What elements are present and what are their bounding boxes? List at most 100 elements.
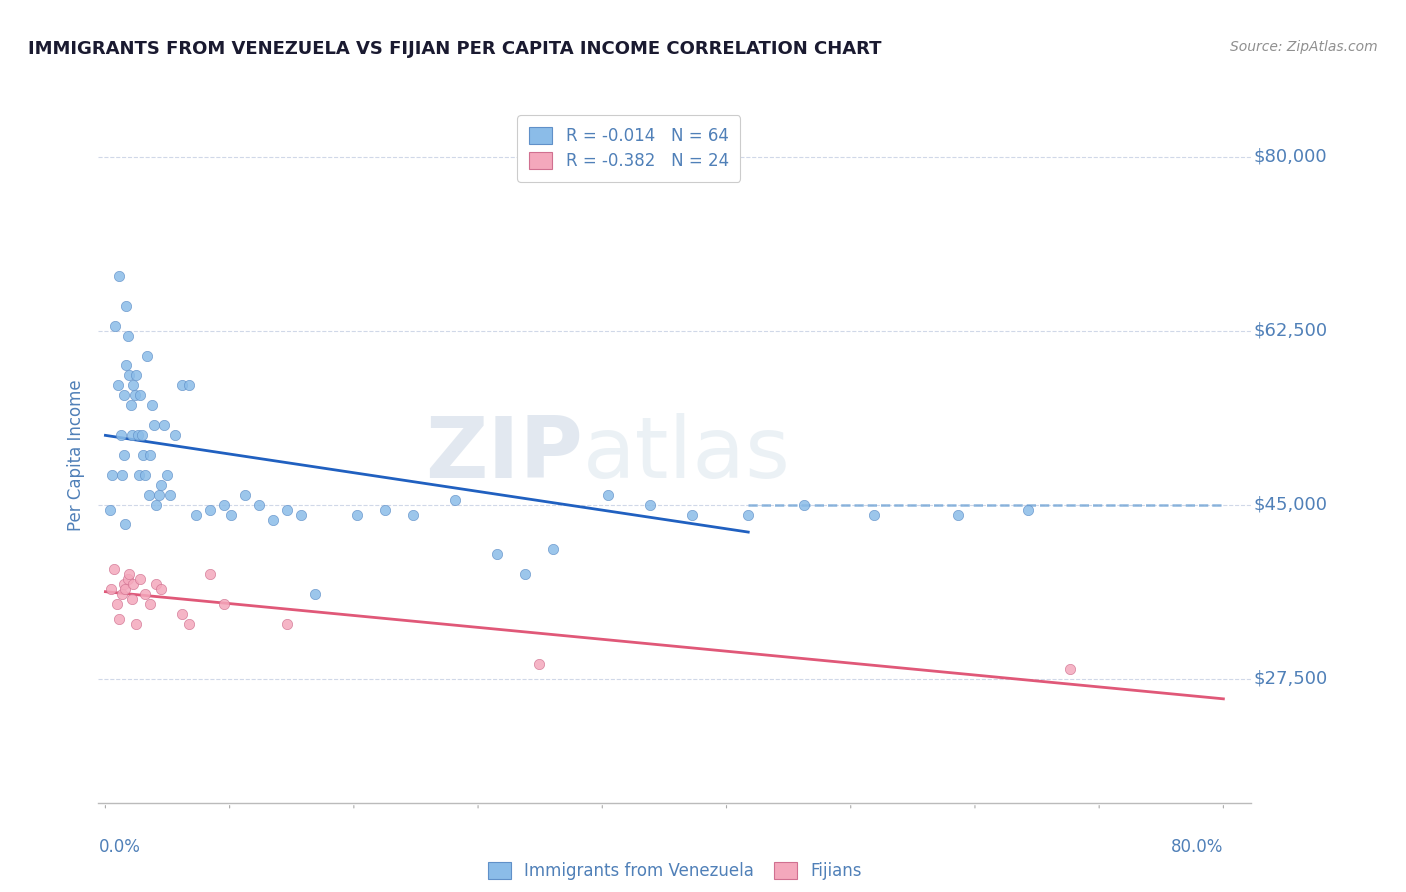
Text: Source: ZipAtlas.com: Source: ZipAtlas.com [1230,40,1378,54]
Point [127,428,149,442]
Point [104,318,127,333]
Point [346,508,368,522]
Point [134,467,156,482]
Point [145,577,167,591]
Text: $80,000: $80,000 [1254,148,1327,166]
Point [541,542,564,557]
Point [233,488,256,502]
Point [121,428,143,442]
Point [219,508,242,522]
Text: atlas: atlas [582,413,790,497]
Point [276,616,298,631]
Y-axis label: Per Capita Income: Per Capita Income [67,379,86,531]
Point [139,597,162,611]
Point [107,378,129,392]
Point [122,577,145,591]
Point [1059,662,1081,676]
Point [111,587,134,601]
Point [598,488,620,502]
Point [141,398,163,412]
Point [212,597,235,611]
Point [200,502,222,516]
Point [153,418,176,433]
Point [179,378,201,392]
Text: $45,000: $45,000 [1254,496,1327,514]
Point [179,616,201,631]
Point [118,567,141,582]
Point [105,597,128,611]
Text: $62,500: $62,500 [1254,322,1327,340]
Point [863,508,886,522]
Point [111,467,134,482]
Point [108,268,131,283]
Point [101,467,124,482]
Point [118,368,141,383]
Text: 80.0%: 80.0% [1171,838,1223,855]
Point [145,498,167,512]
Point [737,508,759,522]
Point [186,508,208,522]
Point [115,359,138,373]
Legend: Immigrants from Venezuela, Fijians: Immigrants from Venezuela, Fijians [479,854,870,888]
Point [129,388,152,402]
Point [172,607,194,621]
Point [129,572,152,586]
Text: $27,500: $27,500 [1254,670,1327,688]
Point [640,498,662,512]
Point [121,592,143,607]
Point [138,488,160,502]
Point [143,418,166,433]
Point [98,502,121,516]
Point [165,428,187,442]
Point [112,388,135,402]
Point [402,508,425,522]
Point [134,587,156,601]
Point [125,616,148,631]
Point [115,299,138,313]
Point [112,448,135,462]
Point [132,448,155,462]
Point [150,582,173,596]
Point [527,657,550,671]
Point [131,428,153,442]
Point [110,428,132,442]
Point [172,378,194,392]
Point [150,477,173,491]
Point [485,547,508,561]
Point [304,587,326,601]
Point [290,508,312,522]
Point [946,508,969,522]
Point [108,612,131,626]
Point [200,567,222,582]
Text: IMMIGRANTS FROM VENEZUELA VS FIJIAN PER CAPITA INCOME CORRELATION CHART: IMMIGRANTS FROM VENEZUELA VS FIJIAN PER … [28,40,882,58]
Point [139,448,162,462]
Point [513,567,536,582]
Point [114,517,136,532]
Point [159,488,181,502]
Point [262,512,284,526]
Point [247,498,270,512]
Point [117,328,139,343]
Point [443,492,465,507]
Point [103,562,125,576]
Text: ZIP: ZIP [425,413,582,497]
Point [114,582,136,596]
Point [124,388,146,402]
Point [1017,502,1039,516]
Point [156,467,179,482]
Point [681,508,703,522]
Point [125,368,148,383]
Point [212,498,235,512]
Point [122,378,145,392]
Point [374,502,396,516]
Point [793,498,815,512]
Point [276,502,298,516]
Point [136,349,159,363]
Point [120,398,142,412]
Point [117,572,139,586]
Point [100,582,122,596]
Point [128,467,150,482]
Point [112,577,135,591]
Text: 0.0%: 0.0% [98,838,141,855]
Point [148,488,170,502]
